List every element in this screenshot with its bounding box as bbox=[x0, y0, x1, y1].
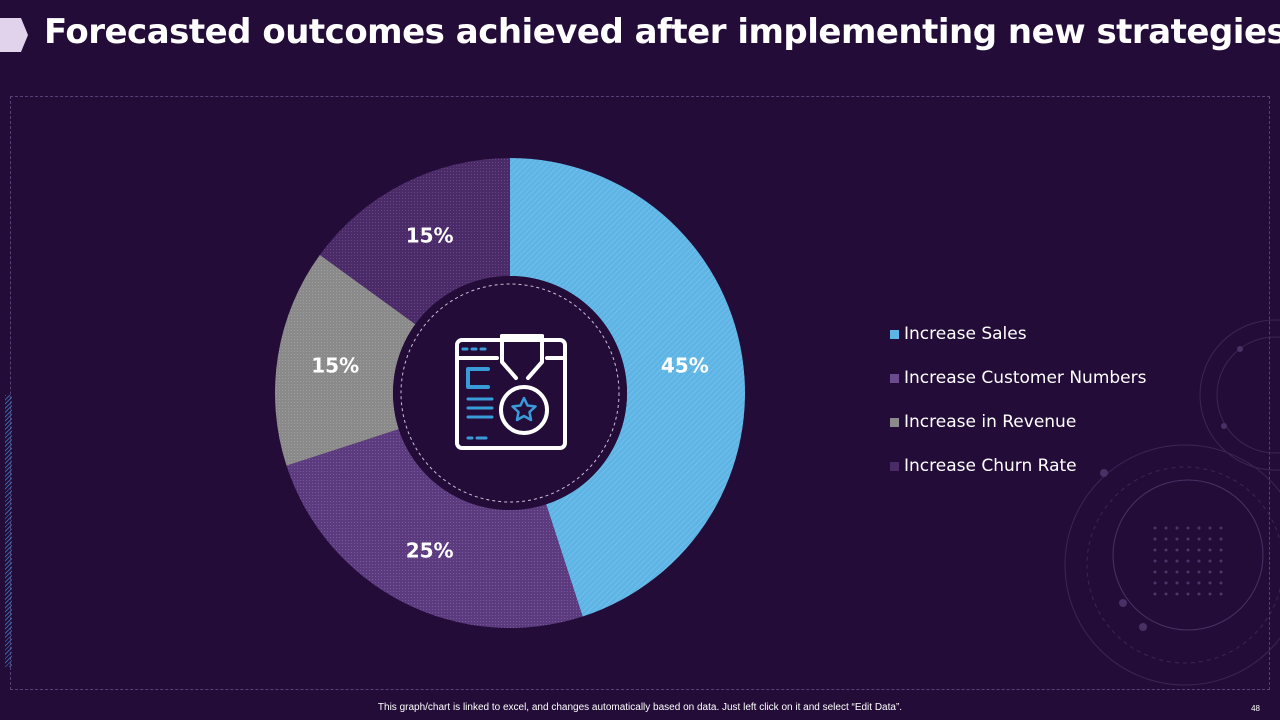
decorative-circles bbox=[1064, 319, 1280, 686]
legend-label: Increase Churn Rate bbox=[904, 456, 1077, 476]
legend-label: Increase Sales bbox=[904, 324, 1027, 344]
legend-swatch bbox=[890, 417, 899, 427]
legend-swatch bbox=[890, 461, 899, 471]
legend-item-increase-sales[interactable]: Increase Sales bbox=[890, 312, 1146, 356]
footer-note: This graph/chart is linked to excel, and… bbox=[377, 702, 903, 713]
donut-segment-increase-customer-numbers[interactable] bbox=[286, 429, 583, 628]
chart-legend: Increase Sales Increase Customer Numbers… bbox=[890, 312, 1146, 488]
center-dashed-ring bbox=[400, 283, 620, 503]
data-label-increase-customer-numbers: 25% bbox=[406, 539, 454, 563]
legend-item-increase-customer-numbers[interactable]: Increase Customer Numbers bbox=[890, 356, 1146, 400]
data-label-increase-sales: 45% bbox=[661, 353, 709, 377]
legend-item-increase-in-revenue[interactable]: Increase in Revenue bbox=[890, 400, 1146, 444]
donut-segment-increase-churn-rate[interactable] bbox=[319, 158, 510, 325]
legend-label: Increase in Revenue bbox=[904, 412, 1077, 432]
decorative-dot-grid bbox=[1153, 526, 1223, 596]
legend-label: Increase Customer Numbers bbox=[904, 368, 1147, 388]
legend-item-increase-churn-rate[interactable]: Increase Churn Rate bbox=[890, 444, 1146, 488]
legend-swatch bbox=[890, 373, 899, 383]
data-label-increase-churn-rate: 15% bbox=[406, 223, 454, 247]
medal-certificate-icon bbox=[455, 334, 567, 450]
decorative-stripe bbox=[5, 395, 12, 667]
donut-segments bbox=[275, 158, 745, 628]
chart-frame bbox=[10, 96, 1270, 690]
legend-swatch bbox=[890, 329, 899, 339]
page-number: 48 bbox=[1251, 704, 1260, 713]
decorative-dots bbox=[1100, 346, 1243, 631]
donut-segment-increase-in-revenue[interactable] bbox=[275, 254, 416, 466]
donut-segment-increase-sales[interactable] bbox=[510, 158, 745, 617]
slide-title: Forecasted outcomes achieved after imple… bbox=[44, 12, 1280, 52]
data-label-increase-in-revenue: 15% bbox=[311, 353, 359, 377]
